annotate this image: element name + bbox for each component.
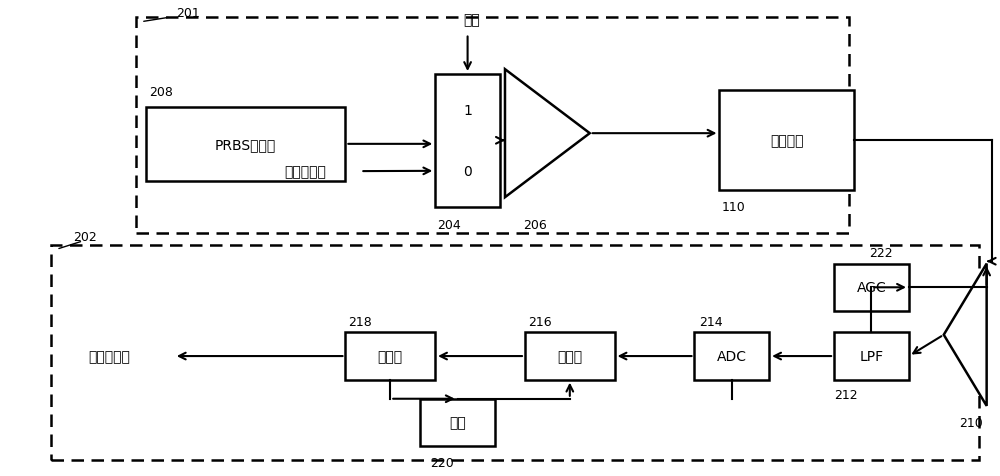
Bar [420,399,495,446]
Text: 0: 0 [463,165,472,178]
Text: 210: 210 [959,416,982,429]
Text: 212: 212 [834,388,858,402]
Text: 滤波器: 滤波器 [557,349,582,363]
Text: 接收比特流: 接收比特流 [88,349,130,363]
Text: 220: 220 [430,456,454,469]
Text: 202: 202 [73,230,97,243]
Text: 1: 1 [463,103,472,118]
Bar [525,333,615,380]
Bar [834,333,909,380]
Text: LPF: LPF [859,349,884,363]
Text: 216: 216 [528,315,552,328]
Text: 218: 218 [348,315,372,328]
Text: AGC: AGC [857,281,886,295]
Text: 204: 204 [437,219,461,232]
Text: 222: 222 [869,247,893,259]
Bar [51,245,979,460]
Text: 传输比特流: 传输比特流 [285,165,326,178]
Bar [146,108,345,181]
Bar [834,264,909,311]
Text: 调试: 调试 [464,13,480,27]
Text: 206: 206 [523,219,547,232]
Text: 物理链路: 物理链路 [770,134,803,148]
Polygon shape [505,70,590,198]
Bar [694,333,769,380]
Text: 214: 214 [699,315,723,328]
Bar [435,75,500,207]
Text: 201: 201 [176,7,200,20]
Text: 110: 110 [721,201,745,214]
Text: 解调器: 解调器 [378,349,403,363]
Bar [136,18,849,233]
Text: 208: 208 [149,86,173,99]
Text: 定时: 定时 [449,416,466,429]
Polygon shape [944,264,987,406]
Bar [719,91,854,191]
Text: ADC: ADC [717,349,747,363]
Bar [345,333,435,380]
Text: PRBS生成器: PRBS生成器 [215,138,276,151]
